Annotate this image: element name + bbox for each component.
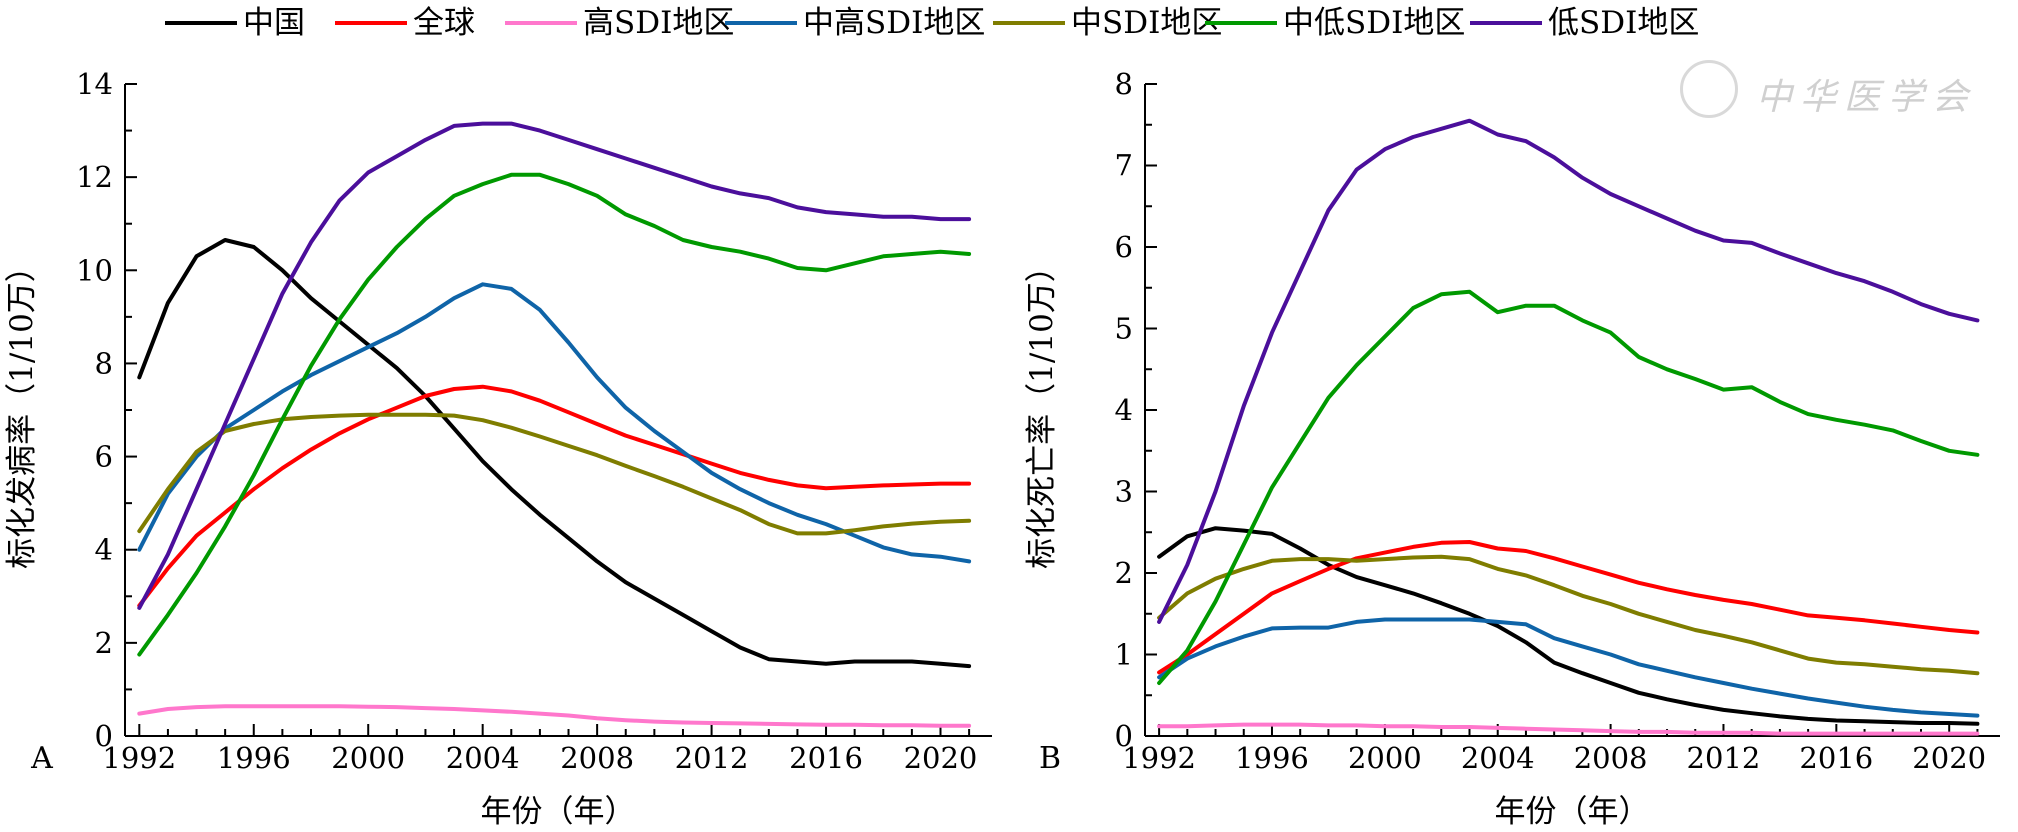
y-tick-label: 6 [1115, 230, 1133, 264]
x-axis-title: 年份（年） [1495, 794, 1650, 830]
x-tick-label: 2000 [331, 741, 405, 775]
x-tick-label: 2004 [1461, 741, 1535, 775]
y-axis-title: 标化死亡率（1/10万） [1024, 251, 1060, 569]
x-tick-label: 2008 [560, 741, 634, 775]
x-tick-label: 2012 [675, 741, 749, 775]
x-tick-label: 2016 [1799, 741, 1873, 775]
legend-swatch [1470, 21, 1542, 25]
x-tick-label: 1992 [102, 741, 176, 775]
y-axis-title: 标化发病率（1/10万） [4, 251, 40, 569]
legend-item: 中国 [165, 6, 305, 40]
series-line [1157, 554, 1980, 676]
y-tick-label: 7 [1115, 149, 1133, 183]
y-tick-label: 0 [95, 719, 113, 753]
x-tick-label: 2008 [1574, 741, 1648, 775]
y-tick-label: 3 [1115, 475, 1133, 509]
watermark: 中华医学会 [1680, 60, 1980, 120]
legend-label: 全球 [413, 5, 475, 41]
watermark-text: 中华医学会 [1756, 77, 1977, 118]
chart-panel-A: 0 2 4 6 8 10 12 14 1992 1996 2000 2004 2008 2012 2016 2… [4, 67, 992, 830]
x-tick-label: 1996 [217, 741, 291, 775]
legend-item: 低SDI地区 [1470, 6, 1699, 40]
series-line [1157, 526, 1980, 726]
y-tick-label: 10 [76, 253, 113, 287]
series-line [1157, 617, 1980, 718]
x-tick-label: 2020 [1912, 741, 1986, 775]
legend-swatch [165, 21, 237, 25]
y-tick-label: 0 [1115, 719, 1133, 753]
y-tick-label: 2 [1115, 556, 1133, 590]
legend-item: 中SDI地区 [993, 6, 1222, 40]
series-line [137, 238, 972, 669]
legend-label: 低SDI地区 [1548, 5, 1700, 41]
legend-label: 中国 [243, 5, 305, 41]
x-tick-label: 2000 [1348, 741, 1422, 775]
legend-item: 高SDI地区 [505, 6, 734, 40]
x-axis-title: 年份（年） [481, 794, 636, 830]
y-tick-label: 6 [95, 440, 113, 474]
series-line [137, 282, 972, 564]
x-tick-label: 2016 [789, 741, 863, 775]
x-tick-label: 2020 [904, 741, 978, 775]
legend-swatch [505, 21, 577, 25]
y-tick-label: 5 [1115, 312, 1133, 346]
series-line [1157, 722, 1980, 736]
y-tick-label: 2 [95, 626, 113, 660]
chart-panel-B: 0 1 2 3 4 5 6 7 8 1992 1996 2000 2004 2008 2012 2016 202… [1024, 67, 2000, 830]
y-tick-label: 14 [76, 67, 113, 101]
x-tick-label: 1992 [1122, 741, 1196, 775]
y-tick-label: 1 [1115, 638, 1133, 672]
legend-swatch [1205, 21, 1277, 25]
series-line [137, 412, 972, 536]
y-tick-label: 8 [95, 346, 113, 380]
series-line [137, 384, 972, 608]
series-line [137, 172, 972, 657]
legend-swatch [335, 21, 407, 25]
series-line [1157, 289, 1980, 685]
legend-item: 中低SDI地区 [1205, 6, 1465, 40]
legend-item: 全球 [335, 6, 475, 40]
panel-label: B [1039, 741, 1061, 776]
series-line [1157, 540, 1980, 675]
legend-swatch [993, 21, 1065, 25]
panel-label: A [30, 741, 53, 776]
legend-item: 中高SDI地区 [725, 6, 985, 40]
series-line [137, 704, 972, 728]
seal-icon [1680, 60, 1738, 118]
legend-label: 中低SDI地区 [1283, 5, 1466, 41]
legend-label: 中高SDI地区 [803, 5, 986, 41]
legend: 中国 全球 高SDI地区 中高SDI地区 中SDI地区 中低SDI地区 低SDI地区 [0, 0, 2018, 46]
series-line [137, 121, 972, 610]
legend-label: 高SDI地区 [583, 5, 735, 41]
series-line [1157, 118, 1980, 624]
legend-label: 中SDI地区 [1071, 5, 1223, 41]
x-tick-label: 2012 [1687, 741, 1761, 775]
y-tick-label: 8 [1115, 67, 1133, 101]
y-tick-label: 12 [76, 160, 113, 194]
legend-swatch [725, 21, 797, 25]
y-tick-label: 4 [95, 533, 113, 567]
y-tick-label: 4 [1115, 393, 1133, 427]
x-tick-label: 1996 [1235, 741, 1309, 775]
x-tick-label: 2004 [446, 741, 520, 775]
